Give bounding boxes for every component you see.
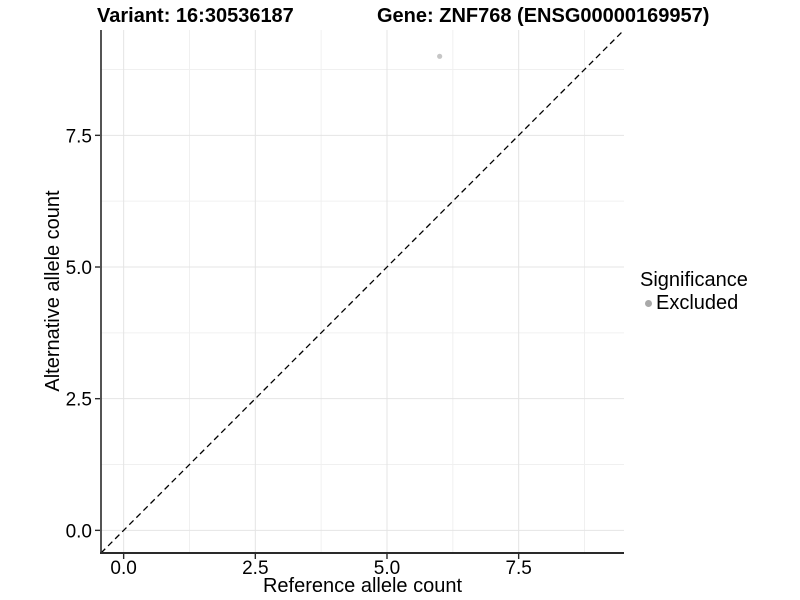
- excluded-point-icon: [644, 299, 652, 307]
- y-tick-label: 0.0: [66, 521, 92, 542]
- gene-title: Gene: ZNF768 (ENSG00000169957): [377, 5, 710, 27]
- x-tick-label: 2.5: [242, 558, 268, 579]
- variant-title: Variant: 16:30536187: [97, 5, 294, 27]
- x-axis-title: Reference allele count: [262, 575, 462, 597]
- x-tick-label: 7.5: [505, 558, 531, 579]
- y-tick-label: 7.5: [66, 126, 92, 147]
- y-tick-label: 2.5: [66, 390, 92, 411]
- x-tick-label: 0.0: [110, 558, 136, 579]
- legend-title: Significance: [640, 269, 748, 291]
- legend-key: [640, 299, 656, 307]
- y-axis-title: Alternative allele count: [42, 190, 64, 392]
- legend-entry-excluded: Excluded: [640, 292, 748, 314]
- x-tick-label: 5.0: [374, 558, 400, 579]
- legend: Significance Excluded: [640, 269, 748, 314]
- identity-dashed-line: [100, 29, 625, 554]
- data-point: [437, 53, 443, 59]
- legend-entry-label: Excluded: [656, 292, 739, 314]
- y-tick-label: 5.0: [66, 258, 92, 279]
